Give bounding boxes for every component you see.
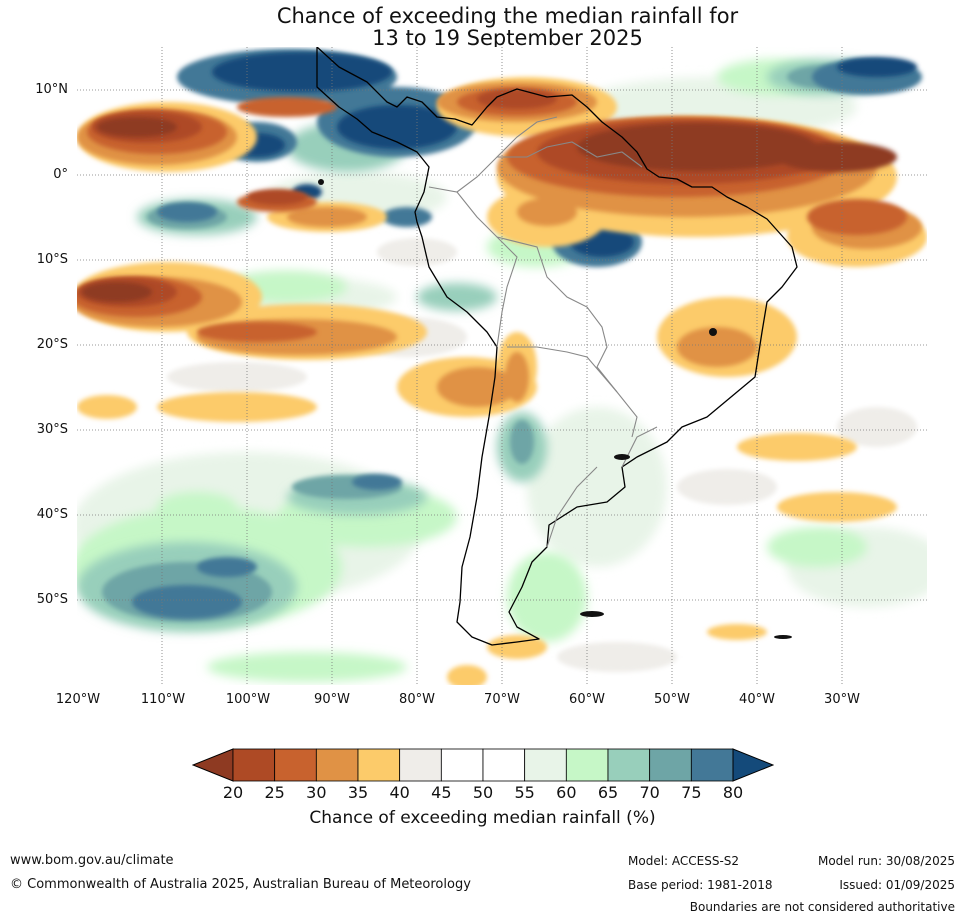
colorbar-tick-label: 25 [264, 783, 285, 802]
lat-label-30s: 30°S [36, 422, 68, 437]
lat-label-50s: 50°S [36, 592, 68, 607]
colorbar [192, 748, 774, 782]
colorbar-tick-label: 75 [681, 783, 702, 802]
islands [318, 179, 792, 639]
lat-label-40s: 40°S [36, 507, 68, 522]
website-link[interactable]: www.bom.gov.au/climate [10, 853, 174, 868]
colorbar-segment [565, 748, 609, 782]
colorbar-tick-label: 60 [556, 783, 577, 802]
lat-label-10s: 10°S [36, 252, 68, 267]
colorbar-label: Chance of exceeding median rainfall (%) [309, 808, 656, 828]
colorbar-arrow-high [732, 748, 774, 782]
map-title-line2: 13 to 19 September 2025 [372, 26, 643, 50]
colorbar-segment [315, 748, 359, 782]
colorbar-segment [274, 748, 317, 782]
lon-label-40w: 40°W [739, 692, 775, 707]
country-boundaries [428, 116, 658, 548]
colorbar-tick-label: 50 [472, 783, 494, 802]
lon-label-80w: 80°W [399, 692, 435, 707]
colorbar-tick-label: 55 [514, 783, 535, 802]
colorbar-segment [357, 748, 401, 782]
copyright-text: © Commonwealth of Australia 2025, Austra… [10, 877, 471, 892]
colorbar-segment [232, 748, 276, 782]
lat-label-0: 0° [53, 167, 68, 182]
colorbar-tick-label: 35 [347, 783, 369, 802]
colorbar-segment [690, 748, 734, 782]
colorbar-tick-label: 20 [222, 783, 244, 802]
colorbar-tick-label: 30 [306, 783, 327, 802]
graticule [77, 47, 927, 685]
rainfall-field [77, 49, 927, 685]
model-label: Model: ACCESS-S2 [628, 854, 740, 868]
colorbar-tick-label: 80 [722, 783, 744, 802]
lat-label-10n: 10°N [35, 82, 68, 97]
colorbar-segment [649, 748, 692, 782]
base-period-label: Base period: 1981-2018 [628, 878, 773, 892]
colorbar-tick-label: 70 [639, 783, 660, 802]
lon-label-60w: 60°W [569, 692, 605, 707]
lon-label-30w: 30°W [824, 692, 860, 707]
colorbar-segment [440, 748, 484, 782]
boundaries-note: Boundaries are not considered authoritat… [689, 900, 955, 914]
colorbar-segment [524, 748, 567, 782]
model-run-label: Model run: 30/08/2025 [817, 854, 955, 868]
issued-label: Issued: 01/09/2025 [839, 878, 955, 892]
rainfall-map [77, 47, 927, 685]
colorbar-segment [607, 748, 651, 782]
lat-label-20s: 20°S [36, 337, 68, 352]
map-title-line1: Chance of exceeding the median rainfall … [276, 4, 739, 28]
lon-label-100w: 100°W [225, 692, 271, 707]
colorbar-tick-label: 45 [431, 783, 452, 802]
lon-label-70w: 70°W [484, 692, 520, 707]
lon-label-110w: 110°W [140, 692, 186, 707]
lon-label-120w: 120°W [55, 692, 101, 707]
colorbar-tick-label: 65 [597, 783, 619, 802]
colorbar-segment [399, 748, 442, 782]
lon-label-90w: 90°W [314, 692, 350, 707]
lon-label-50w: 50°W [654, 692, 690, 707]
colorbar-arrow-low [192, 748, 234, 782]
colorbar-segment [482, 748, 526, 782]
colorbar-tick-label: 40 [389, 783, 410, 802]
